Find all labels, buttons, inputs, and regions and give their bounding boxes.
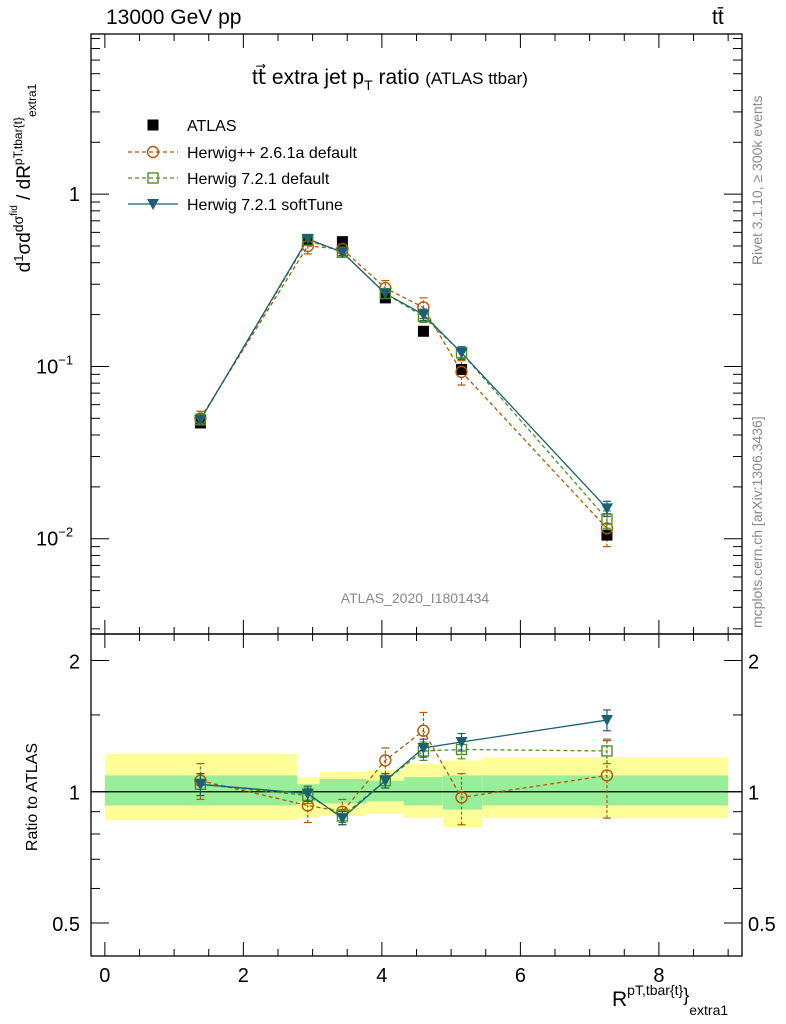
data-point <box>601 529 613 541</box>
series-point <box>417 309 430 321</box>
data-point <box>417 325 429 337</box>
ratio-series-point <box>455 791 468 804</box>
x-axis-title: RpT,tbar{t}}extra1 <box>612 982 728 1018</box>
process-label: tt̄ <box>712 6 724 29</box>
series-line <box>199 238 608 509</box>
ratio-y-tick-label-right: 1 <box>748 783 759 805</box>
ratio-series-point <box>194 779 207 791</box>
legend-label: Herwig 7.2.1 default <box>187 171 330 188</box>
ratio-series-point <box>600 715 613 727</box>
series-point <box>455 365 468 379</box>
y-axis-title: d1σddσfid / dRpT,tbar{t}extra1 <box>9 83 39 272</box>
x-tick-label: 4 <box>376 965 387 987</box>
ratio-series-point <box>379 775 392 787</box>
series-point <box>600 522 614 535</box>
series-point <box>379 288 392 300</box>
x-tick-label: 8 <box>653 965 664 987</box>
series-point <box>600 503 613 515</box>
rivet-label: Rivet 3.1.10, ≥ 300k events <box>749 95 765 265</box>
ratio-y-tick-label: 2 <box>69 651 80 673</box>
ratio-series-point <box>417 724 430 737</box>
x-tick-label: 2 <box>238 965 249 987</box>
ratio-axis-title: Ratio to ATLAS <box>24 743 41 851</box>
ratio-series-point <box>379 754 392 767</box>
legend-marker <box>147 172 159 184</box>
ratio-y-tick-label-right: 0.5 <box>748 914 776 936</box>
ratio-y-tick-label-right: 2 <box>748 651 759 673</box>
energy-label: 13000 GeV pp <box>106 6 242 29</box>
data-point <box>336 236 348 248</box>
legend-label: Herwig 7.2.1 softTune <box>187 197 343 214</box>
series-point <box>301 233 314 245</box>
ratio-series-point <box>600 769 614 782</box>
mcplots-label: mcplots.cern.ch [arXiv:1306.3436] <box>749 416 765 628</box>
legend-marker <box>147 199 159 210</box>
data-point <box>456 363 468 375</box>
ratio-y-tick-label: 1 <box>69 783 80 805</box>
ratio-series-point <box>455 737 468 749</box>
ratio-series-point <box>601 745 613 757</box>
ratio-series-point <box>336 813 349 825</box>
series-line <box>199 245 608 529</box>
legend-marker <box>146 145 160 159</box>
analysis-id-label: ATLAS_2020_I1801434 <box>341 590 490 606</box>
chart-title: tt⃗ extra jet pT ratio (ATLAS ttbar) <box>252 64 528 93</box>
series-point <box>455 347 468 359</box>
legend-label: Herwig++ 2.6.1a default <box>187 145 357 162</box>
ratio-series-point <box>301 788 314 800</box>
x-tick-label: 0 <box>99 965 110 987</box>
series-line <box>199 239 608 520</box>
y-tick-label: 10−1 <box>36 352 73 378</box>
series-point <box>194 414 207 426</box>
legend-label: ATLAS <box>187 118 237 135</box>
y-tick-label: 1 <box>69 184 80 206</box>
ratio-series-point <box>417 742 430 754</box>
x-tick-label: 6 <box>515 965 526 987</box>
series-point <box>336 247 349 259</box>
y-tick-label: 10−2 <box>36 525 73 551</box>
ratio-y-tick-label: 0.5 <box>52 914 80 936</box>
legend-marker <box>147 119 159 131</box>
stat-uncertainty-band <box>366 780 405 802</box>
